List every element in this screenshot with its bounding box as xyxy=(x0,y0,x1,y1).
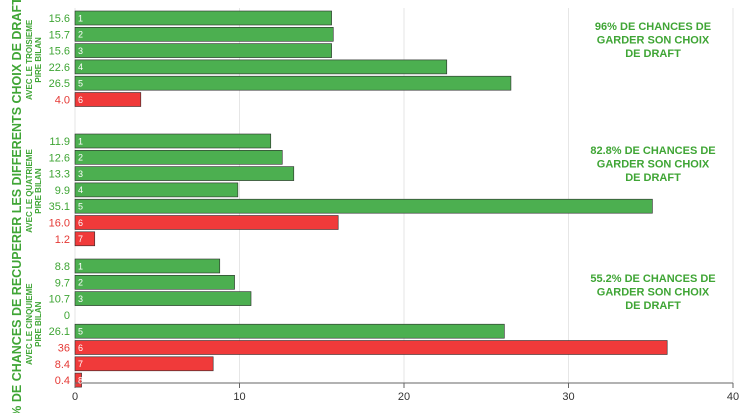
bar xyxy=(74,215,339,230)
bar xyxy=(74,356,214,372)
group-label-line: PIRE BILAN xyxy=(34,301,43,347)
bar-value-label: 11.9 xyxy=(49,136,70,148)
bar-value-label: 22.6 xyxy=(49,62,70,74)
bar-pick-number: 5 xyxy=(78,79,83,89)
bar-pick-number: 5 xyxy=(78,327,83,337)
x-tick-label: 40 xyxy=(727,391,739,403)
bar xyxy=(74,26,334,42)
group-annotation: DE DRAFT xyxy=(625,48,681,60)
labels-layer: 1 15.6 2 15.7 3 15.6 4 22.6 5 26.5 6 4.0 AVEC LE TRO… xyxy=(25,13,716,387)
bar-pick-number: 5 xyxy=(78,202,83,212)
group-label: AVEC LE QUATRIEMEPIRE BILAN xyxy=(25,149,43,233)
bar-pick-number: 3 xyxy=(78,294,83,304)
bar-pick-number: 2 xyxy=(78,153,83,163)
group-label-line: PIRE BILAN xyxy=(34,168,43,214)
bar-value-label: 4.0 xyxy=(55,95,70,107)
x-axis: 0 10 20 30 40 xyxy=(72,382,739,403)
bar xyxy=(74,75,512,91)
bar-pick-number: 4 xyxy=(78,185,83,195)
group-annotation: 55.2% DE CHANCES DE xyxy=(590,273,715,285)
group-annotation: GARDER SON CHOIX xyxy=(597,35,710,47)
bar-pick-number: 7 xyxy=(78,359,83,369)
bar-pick-number: 3 xyxy=(78,46,83,56)
bar xyxy=(74,291,252,306)
group-label: AVEC LE CINQUIEMEPIRE BILAN xyxy=(25,283,43,365)
bar-value-label: 0.4 xyxy=(55,375,70,387)
bar-value-label: 8.4 xyxy=(55,359,70,371)
x-tick-label: 0 xyxy=(72,391,78,403)
bar-pick-number: 8 xyxy=(78,375,83,385)
bar-value-label: 35.1 xyxy=(49,201,70,213)
group-annotation: DE DRAFT xyxy=(625,300,681,312)
bar xyxy=(74,166,295,181)
group-annotation: 96% DE CHANCES DE xyxy=(595,21,711,33)
bar xyxy=(74,43,332,58)
bar-value-label: 26.5 xyxy=(49,78,70,90)
bar xyxy=(74,92,142,107)
group-annotation: DE DRAFT xyxy=(625,172,681,184)
bar xyxy=(74,323,505,339)
group-label-line: AVEC LE QUATRIEME xyxy=(25,149,34,233)
group-annotation: 82.8% DE CHANCES DE xyxy=(590,145,715,157)
bar-pick-number: 1 xyxy=(78,13,83,23)
bar-value-label: 10.7 xyxy=(49,294,70,306)
bar-value-label: 9.9 xyxy=(55,185,70,197)
bar-value-label: 15.6 xyxy=(49,13,70,25)
group-label: AVEC LE TROISIEMEPIRE BILAN xyxy=(25,19,43,100)
bar-pick-number: 7 xyxy=(78,234,83,244)
bar-pick-number: 2 xyxy=(78,30,83,40)
bar xyxy=(74,133,272,149)
bar xyxy=(74,182,239,198)
bar-pick-number: 6 xyxy=(78,95,83,105)
bar-value-label: 15.7 xyxy=(49,29,70,41)
group-annotation: GARDER SON CHOIX xyxy=(597,159,710,171)
bar-value-label: 15.6 xyxy=(49,46,70,58)
bar-value-label: 36 xyxy=(58,343,70,355)
group-label-line: PIRE BILAN xyxy=(34,37,43,83)
bar-value-label: 26.1 xyxy=(49,326,70,338)
bar xyxy=(74,274,235,290)
bar xyxy=(74,340,668,355)
bar xyxy=(74,372,82,388)
group-label-line: AVEC LE CINQUIEME xyxy=(25,283,34,365)
bar xyxy=(74,258,221,274)
x-tick-label: 10 xyxy=(233,391,245,403)
bar-value-label: 8.8 xyxy=(55,261,70,273)
group-label-line: AVEC LE TROISIEME xyxy=(25,19,34,100)
bar-pick-number: 6 xyxy=(78,218,83,228)
x-tick-label: 20 xyxy=(398,391,410,403)
bar-value-label: 9.7 xyxy=(55,277,70,289)
bar xyxy=(74,10,332,26)
bar xyxy=(74,59,448,75)
x-tick-label: 30 xyxy=(562,391,574,403)
bar xyxy=(74,231,96,247)
bar-value-label: 13.3 xyxy=(49,169,70,181)
bar-pick-number: 1 xyxy=(78,136,83,146)
bar-value-label: 0 xyxy=(64,310,70,322)
y-axis-title: % DE CHANCES DE RECUPERER LES DIFFERENTS… xyxy=(10,0,24,413)
bar-value-label: 12.6 xyxy=(49,152,70,164)
bar-value-label: 1.2 xyxy=(55,234,70,246)
bar-value-label: 16.0 xyxy=(49,218,70,230)
group-annotation: GARDER SON CHOIX xyxy=(597,287,710,299)
bar-pick-number: 2 xyxy=(78,278,83,288)
bar-pick-number: 6 xyxy=(78,343,83,353)
bar xyxy=(74,198,653,214)
bar xyxy=(74,150,283,165)
bar-pick-number: 4 xyxy=(78,62,83,72)
bar-pick-number: 1 xyxy=(78,261,83,271)
bars-layer xyxy=(74,10,668,388)
bar-pick-number: 3 xyxy=(78,169,83,179)
